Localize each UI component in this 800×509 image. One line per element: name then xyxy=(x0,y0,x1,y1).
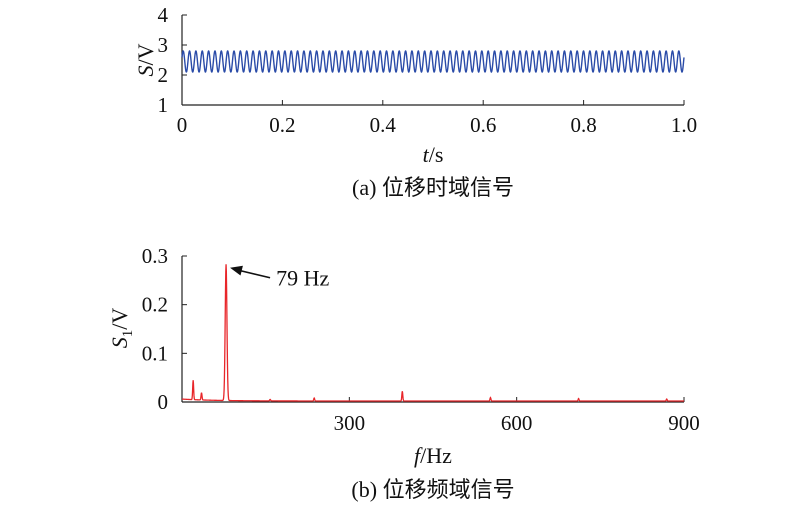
y-tick-label: 3 xyxy=(158,33,169,57)
x-tick-label: 1.0 xyxy=(671,113,697,137)
x-tick-label: 0.8 xyxy=(570,113,596,137)
x-tick-label: 0.6 xyxy=(470,113,496,137)
annotation-label: 79 Hz xyxy=(276,266,329,291)
x-tick-label: 0 xyxy=(177,113,188,137)
y-tick-label: 0.1 xyxy=(142,341,168,365)
y-tick-label: 4 xyxy=(158,3,169,27)
chart-a-series-line xyxy=(181,50,685,73)
chart-b: 0 0.1 0.2 0.3 300 600 900 79 Hz S1/V f/Hz (b)… xyxy=(107,244,700,502)
annotation-arrowhead xyxy=(230,265,243,276)
chart-b-x-ticks: 300 600 900 xyxy=(334,397,700,435)
chart-a-ylabel: S/V xyxy=(133,43,158,76)
chart-b-xlabel: f/Hz xyxy=(414,443,452,468)
chart-b-ylabel: S1/V xyxy=(107,308,136,349)
annotation-arrow xyxy=(237,269,271,279)
x-tick-label: 600 xyxy=(501,411,533,435)
chart-b-annotation: 79 Hz xyxy=(230,266,329,291)
x-tick-label: 300 xyxy=(334,411,366,435)
y-tick-label: 1 xyxy=(158,93,169,117)
chart-a-xlabel: t/s xyxy=(423,142,444,167)
chart-b-series-line xyxy=(181,264,684,402)
chart-a-caption: (a) 位移时域信号 xyxy=(352,175,514,200)
chart-a: 1 2 3 4 0 0.2 0.4 0.6 0.8 1.0 S/V t/s (a) 位移时域信号 xyxy=(133,3,697,200)
chart-a-x-ticks: 0 0.2 0.4 0.6 0.8 1.0 xyxy=(177,100,697,137)
y-tick-label: 0.2 xyxy=(142,293,168,317)
y-tick-label: 2 xyxy=(158,63,169,87)
x-tick-label: 0.4 xyxy=(370,113,397,137)
chart-a-y-ticks: 1 2 3 4 xyxy=(158,3,187,117)
x-tick-label: 900 xyxy=(668,411,700,435)
chart-b-caption: (b) 位移频域信号 xyxy=(351,477,514,502)
y-tick-label: 0 xyxy=(158,390,169,414)
x-tick-label: 0.2 xyxy=(269,113,295,137)
y-tick-label: 0.3 xyxy=(142,244,168,268)
chart-b-y-ticks: 0 0.1 0.2 0.3 xyxy=(142,244,187,414)
